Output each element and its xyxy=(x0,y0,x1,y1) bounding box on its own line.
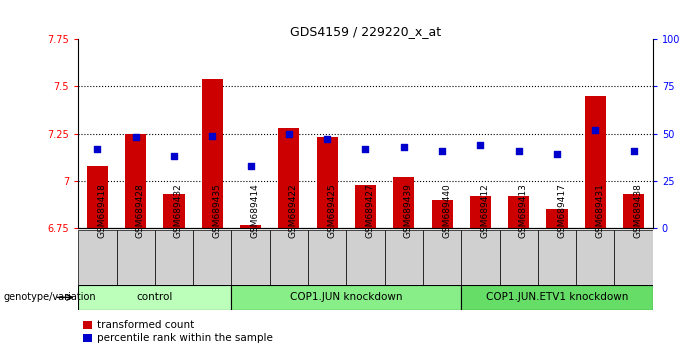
Bar xyxy=(432,200,453,228)
Point xyxy=(590,127,600,133)
Text: COP1.JUN.ETV1 knockdown: COP1.JUN.ETV1 knockdown xyxy=(486,292,628,302)
Text: GSM689435: GSM689435 xyxy=(212,183,221,238)
Text: GSM689413: GSM689413 xyxy=(519,183,528,238)
Text: GSM689417: GSM689417 xyxy=(557,183,566,238)
Bar xyxy=(317,137,338,228)
Bar xyxy=(461,230,500,285)
Bar xyxy=(538,230,576,285)
Text: GSM689425: GSM689425 xyxy=(327,184,336,238)
Bar xyxy=(461,285,653,310)
Bar xyxy=(623,194,644,228)
Bar xyxy=(231,285,461,310)
Bar xyxy=(87,166,108,228)
Text: control: control xyxy=(137,292,173,302)
Bar xyxy=(278,128,299,228)
Point xyxy=(398,144,409,150)
Text: GSM689414: GSM689414 xyxy=(250,184,260,238)
Bar xyxy=(270,230,308,285)
Bar xyxy=(385,230,423,285)
Point xyxy=(245,163,256,169)
Bar xyxy=(125,133,146,228)
Point xyxy=(360,146,371,152)
Point xyxy=(207,133,218,138)
Legend: transformed count, percentile rank within the sample: transformed count, percentile rank withi… xyxy=(84,320,273,343)
Text: GSM689427: GSM689427 xyxy=(365,184,375,238)
Text: GSM689431: GSM689431 xyxy=(595,183,605,238)
Text: genotype/variation: genotype/variation xyxy=(3,292,96,302)
Bar xyxy=(193,230,231,285)
Point xyxy=(551,152,562,157)
Bar xyxy=(116,230,155,285)
Point xyxy=(130,135,141,140)
Text: COP1.JUN knockdown: COP1.JUN knockdown xyxy=(290,292,403,302)
Bar xyxy=(547,209,568,228)
Bar xyxy=(585,96,606,228)
Point xyxy=(628,148,639,154)
Bar xyxy=(78,230,116,285)
Bar xyxy=(393,177,414,228)
Point xyxy=(322,137,333,142)
Text: GSM689418: GSM689418 xyxy=(97,183,106,238)
Text: GSM689412: GSM689412 xyxy=(480,184,490,238)
Text: GSM689440: GSM689440 xyxy=(442,184,451,238)
Text: GSM689432: GSM689432 xyxy=(174,184,183,238)
Bar xyxy=(240,224,261,228)
Text: GSM689428: GSM689428 xyxy=(135,184,145,238)
Bar xyxy=(346,230,385,285)
Bar xyxy=(78,285,231,310)
Bar xyxy=(231,230,270,285)
Bar xyxy=(155,230,193,285)
Bar xyxy=(615,230,653,285)
Point xyxy=(513,148,524,154)
Point xyxy=(475,142,486,148)
Bar xyxy=(423,230,461,285)
Point xyxy=(284,131,294,136)
Bar xyxy=(576,230,615,285)
Point xyxy=(92,146,103,152)
Bar xyxy=(500,230,538,285)
Bar xyxy=(470,196,491,228)
Bar xyxy=(308,230,346,285)
Bar xyxy=(508,196,529,228)
Text: GSM689439: GSM689439 xyxy=(404,183,413,238)
Text: GSM689438: GSM689438 xyxy=(634,183,643,238)
Bar xyxy=(202,79,223,228)
Bar xyxy=(355,185,376,228)
Point xyxy=(169,154,180,159)
Title: GDS4159 / 229220_x_at: GDS4159 / 229220_x_at xyxy=(290,25,441,38)
Text: GSM689422: GSM689422 xyxy=(289,184,298,238)
Point xyxy=(437,148,447,154)
Bar xyxy=(163,194,184,228)
